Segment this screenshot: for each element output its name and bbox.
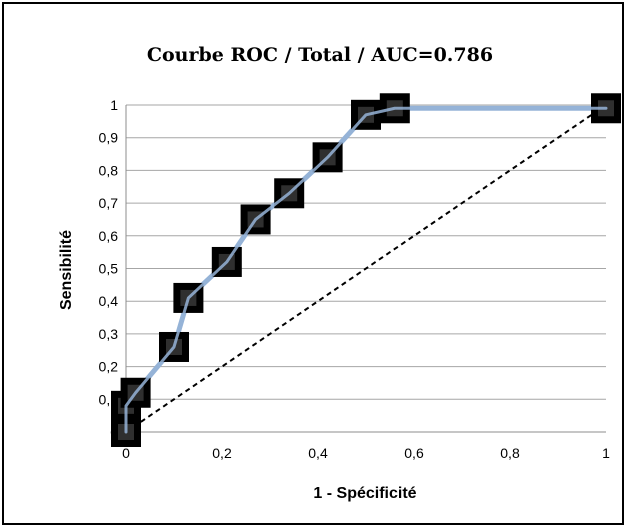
y-tick-label: 0,9 [99, 130, 119, 146]
x-axis-title: 1 - Spécificité [313, 485, 416, 502]
chart-title: Courbe ROC / Total / AUC=0.786 [147, 44, 493, 66]
x-tick-label: 1 [602, 445, 610, 461]
roc-curve-overlay [124, 106, 608, 434]
y-tick-labels: 00,10,20,30,40,50,60,70,80,91 [99, 97, 119, 440]
roc-series [123, 105, 609, 435]
y-tick-label: 1 [110, 97, 118, 113]
diagonal-line [125, 104, 607, 433]
y-tick-label: 0,8 [99, 162, 119, 178]
y-tick-label: 0,4 [99, 293, 119, 309]
x-tick-label: 0,2 [212, 445, 232, 461]
x-tick-label: 0,6 [404, 445, 424, 461]
axes [125, 105, 606, 433]
x-tick-label: 0,8 [500, 445, 520, 461]
chart-frame [2, 2, 624, 525]
reference-diagonal [125, 104, 607, 433]
x-tick-label: 0 [122, 445, 130, 461]
y-tick-label: 0,6 [99, 228, 119, 244]
x-tick-labels: 0 0,2 0,4 0,6 0,8 1 [122, 445, 610, 461]
grid-lines [126, 104, 606, 400]
roc-markers [111, 93, 621, 447]
y-tick-label: 0,3 [99, 326, 119, 342]
x-tick-label: 0,4 [308, 445, 328, 461]
y-tick-label: 0,5 [99, 261, 119, 277]
y-axis-title: Sensibilité [58, 230, 75, 310]
y-tick-label: 0,2 [99, 359, 119, 375]
roc-curve-line [123, 105, 609, 435]
y-tick-label: 0,7 [99, 195, 119, 211]
